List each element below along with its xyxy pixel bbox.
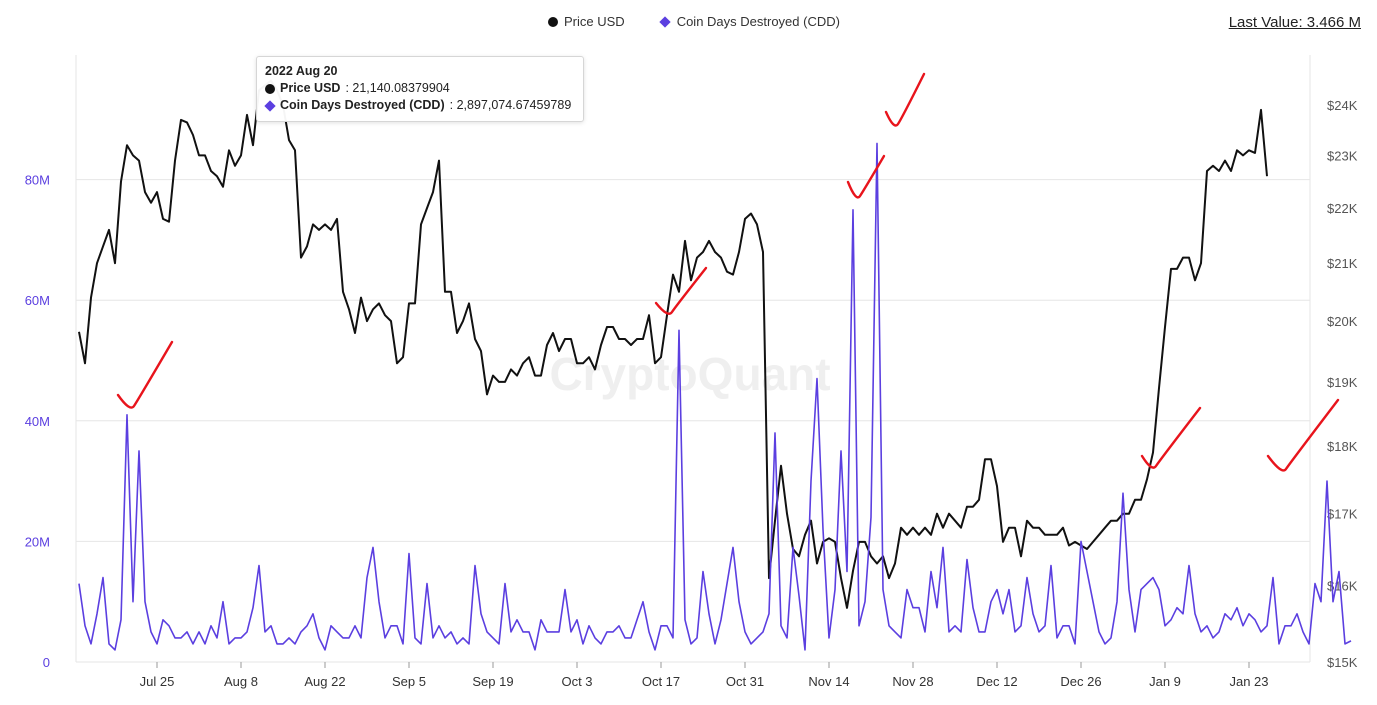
legend-diamond-icon — [659, 15, 671, 28]
x-tick-label: Dec 26 — [1060, 674, 1101, 689]
right-tick-label: $15K — [1327, 655, 1358, 670]
legend-label-cdd: Coin Days Destroyed (CDD) — [676, 14, 840, 29]
x-axis: Jul 25 Aug 8 Aug 22 Sep 5 Sep 19 Oct 3 Oct 17 O… — [140, 662, 1269, 689]
legend-item-cdd[interactable]: Coin Days Destroyed (CDD) — [659, 14, 840, 29]
right-tick-label: $17K — [1327, 507, 1358, 522]
last-value-link[interactable]: Last Value: 3.466 M — [1228, 14, 1361, 31]
right-tick-label: $22K — [1327, 201, 1358, 216]
right-tick-label: $18K — [1327, 439, 1358, 454]
tooltip-row-price: Price USD : 21,140.08379904 — [265, 80, 575, 97]
right-tick-label: $21K — [1327, 256, 1358, 271]
left-tick-label: 60M — [25, 293, 50, 308]
legend-label-price: Price USD — [564, 14, 625, 29]
annotation-check-5 — [1140, 406, 1202, 469]
x-tick-label: Dec 12 — [976, 674, 1017, 689]
x-tick-label: Sep 19 — [472, 674, 513, 689]
right-tick-label: $20K — [1327, 314, 1358, 329]
x-tick-label: Nov 14 — [808, 674, 849, 689]
annotation-check-4 — [884, 72, 926, 127]
x-tick-label: Jul 25 — [140, 674, 175, 689]
tooltip-price-value: : 21,140.08379904 — [345, 81, 450, 95]
x-tick-label: Aug 8 — [224, 674, 258, 689]
tooltip-row-cdd: Coin Days Destroyed (CDD) : 2,897,074.674… — [264, 97, 575, 114]
x-tick-label: Jan 9 — [1149, 674, 1181, 689]
legend-dot-icon — [548, 16, 558, 27]
legend-item-price[interactable]: Price USD — [548, 14, 625, 29]
annotation-check-1 — [116, 340, 174, 409]
tooltip-cdd-name: Coin Days Destroyed (CDD) — [280, 98, 445, 112]
left-tick-label: 20M — [25, 534, 50, 549]
x-tick-label: Oct 17 — [642, 674, 680, 689]
cdd-line — [78, 142, 1352, 651]
x-tick-label: Jan 23 — [1229, 674, 1268, 689]
left-tick-label: 80M — [25, 173, 50, 188]
x-tick-label: Oct 31 — [726, 674, 764, 689]
left-tick-label: 0 — [43, 655, 50, 670]
tooltip-price-name: Price USD — [280, 81, 341, 95]
watermark: CryptoQuant — [549, 348, 830, 400]
left-axis: 0 20M 40M 60M 80M — [25, 173, 50, 670]
left-tick-label: 40M — [25, 414, 50, 429]
annotation-check-2 — [654, 266, 708, 315]
x-tick-label: Sep 5 — [392, 674, 426, 689]
right-tick-label: $23K — [1327, 148, 1358, 163]
legend: Price USD Coin Days Destroyed (CDD) — [548, 14, 840, 29]
grid-layer — [75, 55, 1311, 663]
tooltip-dot-icon — [265, 83, 275, 94]
x-tick-label: Oct 3 — [561, 674, 592, 689]
right-tick-label: $19K — [1327, 375, 1358, 390]
tooltip-diamond-icon — [264, 99, 276, 112]
tooltip: 2022 Aug 20 Price USD : 21,140.08379904 C… — [256, 56, 584, 122]
price-line — [78, 79, 1268, 609]
annotation-check-6 — [1266, 398, 1340, 472]
right-tick-label: $24K — [1327, 98, 1358, 113]
tooltip-cdd-value: : 2,897,074.67459789 — [449, 98, 572, 112]
annotation-layer — [116, 72, 1340, 472]
annotation-check-3 — [846, 154, 886, 199]
x-tick-label: Aug 22 — [304, 674, 345, 689]
tooltip-date: 2022 Aug 20 — [265, 64, 338, 78]
x-tick-label: Nov 28 — [892, 674, 933, 689]
right-axis: $15K$16K$17K$18K$19K$20K$21K$22K$23K$24K — [1327, 98, 1358, 670]
